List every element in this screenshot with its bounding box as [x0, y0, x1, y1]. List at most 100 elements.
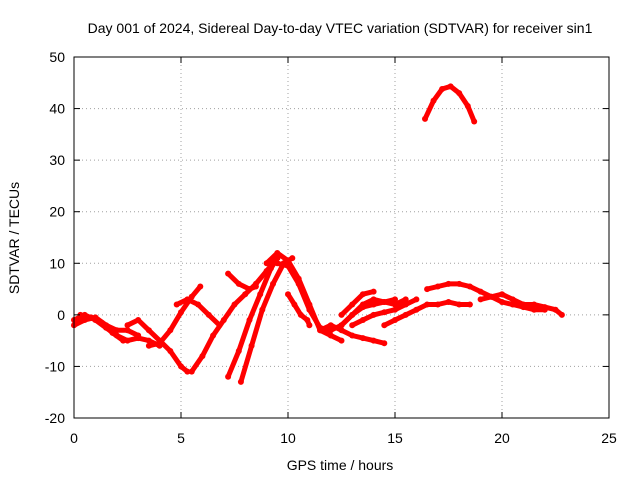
data-point: [274, 260, 281, 267]
data-point: [109, 329, 116, 336]
y-tick-label: 10: [49, 255, 65, 271]
data-point: [359, 291, 366, 298]
data-point: [178, 309, 184, 316]
data-point: [381, 299, 388, 305]
data-point: [120, 337, 127, 344]
data-point: [381, 309, 388, 316]
data-point: [306, 322, 313, 329]
y-tick-label: 50: [49, 49, 65, 65]
data-point: [464, 103, 471, 109]
data-point: [381, 322, 388, 329]
data-point: [370, 311, 377, 318]
data-point: [456, 301, 463, 308]
data-point: [197, 283, 204, 290]
data-point: [327, 322, 334, 329]
data-point: [439, 86, 446, 92]
data-point: [447, 83, 454, 90]
x-tick-label: 20: [494, 430, 510, 446]
data-point: [520, 301, 527, 308]
data-point: [295, 280, 302, 287]
plot-frame: [73, 56, 610, 419]
data-point: [88, 314, 95, 321]
y-tick-label: 20: [49, 204, 65, 220]
data-point: [349, 332, 356, 339]
data-point: [77, 311, 84, 318]
data-point: [124, 337, 131, 344]
data-point: [220, 317, 227, 323]
data-point: [402, 311, 409, 318]
data-point: [237, 378, 244, 385]
chart-title: Day 001 of 2024, Sidereal Day-to-day VTE…: [88, 20, 593, 36]
data-point: [402, 296, 409, 303]
data-point: [291, 301, 298, 308]
data-point: [359, 301, 366, 308]
data-point: [135, 317, 142, 323]
data-point: [242, 291, 249, 298]
data-point: [392, 301, 398, 308]
data-point: [248, 342, 255, 349]
data-point: [317, 327, 324, 334]
data-point: [246, 286, 253, 293]
data-point: [488, 293, 495, 300]
data-point: [456, 90, 463, 97]
data-point: [259, 306, 266, 313]
data-point: [466, 301, 473, 308]
data-point: [270, 280, 276, 287]
data-point: [178, 363, 184, 370]
data-point: [124, 327, 131, 334]
data-point: [98, 319, 105, 326]
data-point: [370, 296, 377, 303]
data-point: [338, 327, 345, 334]
data-point: [252, 283, 259, 290]
data-point: [274, 250, 281, 256]
data-point: [173, 301, 180, 308]
data-point: [422, 115, 428, 122]
data-point: [445, 299, 452, 305]
data-point: [434, 283, 441, 290]
data-point: [413, 296, 420, 303]
data-point: [184, 368, 191, 375]
data-point: [167, 327, 174, 334]
data-point: [210, 332, 217, 339]
x-tick-label: 5: [177, 430, 185, 446]
data-point: [145, 337, 152, 344]
x-tick-label: 25: [601, 430, 617, 446]
data-point: [263, 260, 270, 267]
data-point: [509, 301, 516, 308]
data-point: [199, 353, 206, 360]
data-point: [145, 327, 152, 334]
data-point: [338, 322, 345, 329]
data-point: [231, 301, 238, 308]
data-point: [124, 322, 131, 329]
data-point: [466, 283, 473, 290]
data-point: [424, 301, 431, 308]
data-point: [338, 311, 345, 318]
data-point: [445, 280, 452, 287]
data-point: [359, 317, 366, 323]
data-point: [235, 280, 242, 287]
data-point: [156, 340, 163, 347]
data-point: [413, 306, 420, 313]
data-point: [392, 296, 398, 303]
grid-lines: [74, 57, 609, 418]
data-point: [306, 306, 313, 313]
y-tick-label: 0: [57, 307, 65, 323]
data-point: [531, 301, 538, 308]
y-tick-label: -10: [45, 358, 65, 374]
data-point: [370, 337, 377, 344]
data-point: [471, 118, 478, 125]
data-point: [225, 270, 232, 277]
y-tick-label: -20: [45, 410, 65, 426]
data-point: [205, 311, 212, 318]
data-point: [477, 296, 484, 303]
y-tick-label: 40: [49, 101, 65, 117]
data-point: [370, 301, 377, 308]
data-point: [552, 306, 559, 313]
data-point: [167, 348, 174, 354]
x-tick-label: 15: [387, 430, 403, 446]
x-axis-label: GPS time / hours: [287, 457, 394, 473]
y-axis-label: SDTVAR / TECUs: [6, 182, 22, 294]
data-point: [297, 311, 304, 318]
data-point: [304, 317, 311, 323]
